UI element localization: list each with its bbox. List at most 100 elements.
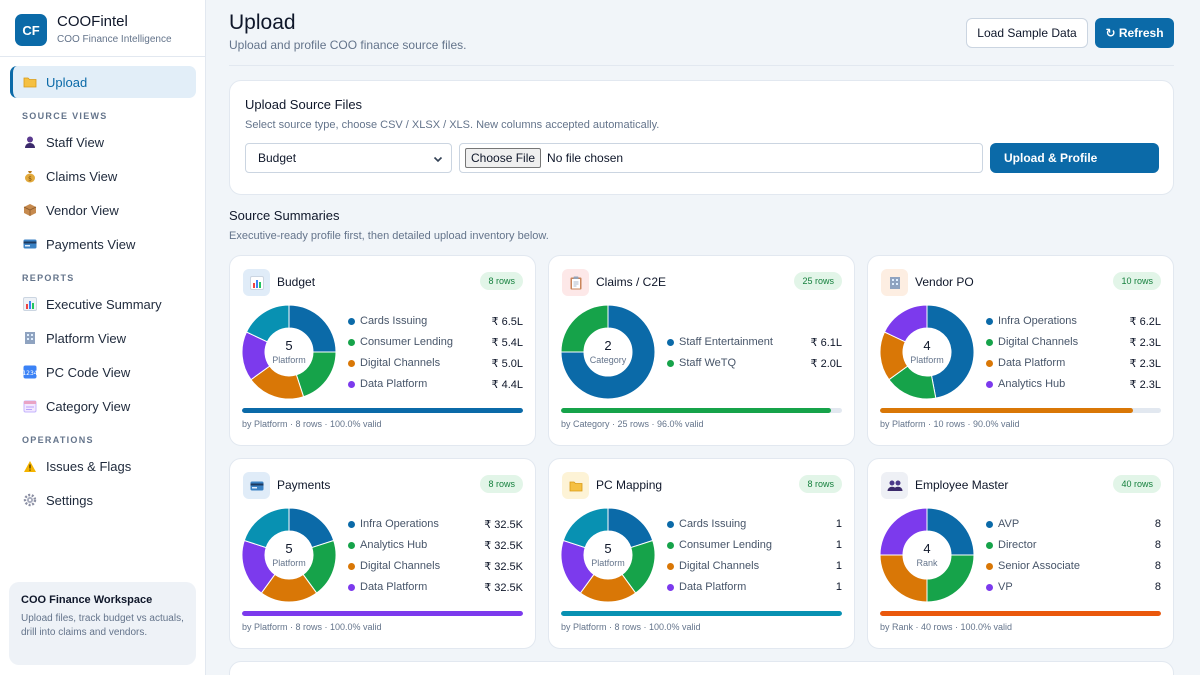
- legend-dot: [986, 318, 993, 325]
- validity-bar-fill: [561, 408, 831, 413]
- summary-card-budget[interactable]: Budget 8 rows 5 Platform Cards Issuing ₹…: [229, 255, 536, 446]
- legend-dot: [986, 381, 993, 388]
- sidebar-item-executive-summary[interactable]: Executive Summary: [10, 288, 196, 320]
- rows-badge: 10 rows: [1113, 272, 1161, 290]
- choose-file-button[interactable]: Choose File: [465, 148, 542, 168]
- legend-item: Consumer Lending 1: [667, 538, 842, 554]
- summary-card-payments[interactable]: Payments 8 rows 5 Platform Infra Operati…: [229, 458, 536, 649]
- card-footer: by Platform · 10 rows · 90.0% valid: [880, 419, 1020, 429]
- upload-title: Upload Source Files: [245, 97, 363, 112]
- sidebar-item-settings[interactable]: Settings: [10, 484, 196, 516]
- legend-item: Digital Channels 1: [667, 559, 842, 575]
- validity-bar: [561, 611, 842, 616]
- summary-card-claims-c2e[interactable]: Claims / C2E 25 rows 2 Category Staff En…: [548, 255, 855, 446]
- legend-label: Digital Channels: [679, 560, 760, 572]
- legend-value: ₹ 2.0L: [810, 358, 842, 370]
- workspace-title: COO Finance Workspace: [21, 594, 153, 606]
- legend-label: Staff Entertainment: [679, 336, 773, 348]
- upload-profile-button[interactable]: Upload & Profile: [990, 143, 1159, 173]
- sidebar-item-label: Platform View: [46, 330, 126, 346]
- legend-label: Data Platform: [998, 357, 1066, 369]
- legend-value: 8: [1154, 560, 1161, 572]
- donut-center-label: Platform: [910, 355, 944, 365]
- legend-item: Consumer Lending ₹ 5.4L: [348, 335, 523, 351]
- sidebar-item-claims-view[interactable]: $ Claims View: [10, 160, 196, 192]
- legend-value: ₹ 32.5K: [484, 561, 523, 573]
- donut-center-label: Platform: [591, 558, 625, 568]
- summary-card-vendor-po[interactable]: Vendor PO 10 rows 4 Platform Infra Opera…: [867, 255, 1174, 446]
- legend-value: 1: [835, 581, 842, 593]
- legend-item: Staff WeTQ ₹ 2.0L: [667, 356, 842, 372]
- sidebar-item-category-view[interactable]: Category View: [10, 390, 196, 422]
- legend-item: Data Platform ₹ 32.5K: [348, 580, 523, 596]
- summaries-title: Source Summaries: [229, 208, 340, 223]
- sidebar-item-label: Category View: [46, 398, 131, 414]
- source-type-select[interactable]: Budget: [245, 143, 452, 173]
- load-sample-data-button[interactable]: Load Sample Data: [966, 18, 1088, 48]
- refresh-button[interactable]: ↻ Refresh: [1095, 18, 1174, 48]
- legend-value: ₹ 2.3L: [1129, 358, 1161, 370]
- building-icon: [881, 269, 908, 296]
- legend-value: ₹ 5.4L: [491, 337, 523, 349]
- bar-chart-icon: [243, 269, 270, 296]
- legend-dot: [348, 563, 355, 570]
- credit-card-icon: [22, 236, 38, 252]
- legend-value: ₹ 5.0L: [491, 358, 523, 370]
- legend-dot: [986, 584, 993, 591]
- legend-item: AVP 8: [986, 517, 1161, 533]
- folder-icon: [562, 472, 589, 499]
- legend-value: ₹ 6.5L: [491, 316, 523, 328]
- validity-bar: [880, 408, 1161, 413]
- sidebar-item-payments-view[interactable]: Payments View: [10, 228, 196, 260]
- sidebar-item-issues-flags[interactable]: Issues & Flags: [10, 450, 196, 482]
- card-footer: by Platform · 8 rows · 100.0% valid: [242, 622, 382, 632]
- legend-value: 8: [1154, 539, 1161, 551]
- validity-bar-fill: [242, 408, 523, 413]
- sidebar-item-upload[interactable]: Upload: [10, 66, 196, 98]
- validity-bar-fill: [561, 611, 842, 616]
- bar-chart-icon: [22, 296, 38, 312]
- chevron-down-icon: [433, 153, 443, 167]
- legend-dot: [348, 360, 355, 367]
- legend-label: Analytics Hub: [998, 378, 1066, 390]
- donut-center-label: Rank: [916, 558, 938, 568]
- legend-label: Digital Channels: [998, 336, 1079, 348]
- legend-item: Director 8: [986, 538, 1161, 554]
- card-footer: by Platform · 8 rows · 100.0% valid: [242, 419, 382, 429]
- legend-label: Consumer Lending: [360, 336, 453, 348]
- summary-card-employee-master[interactable]: Employee Master 40 rows 4 Rank AVP 8 Dir…: [867, 458, 1174, 649]
- legend-dot: [667, 360, 674, 367]
- sidebar-item-platform-view[interactable]: Platform View: [10, 322, 196, 354]
- sidebar-item-pc-code-view[interactable]: 1234 PC Code View: [10, 356, 196, 388]
- brand[interactable]: CF COOFintel COO Finance Intelligence: [15, 13, 172, 47]
- legend-label: Infra Operations: [998, 315, 1077, 327]
- legend-label: Senior Associate: [998, 560, 1080, 572]
- legend-value: ₹ 6.2L: [1129, 316, 1161, 328]
- summary-card-pc-mapping[interactable]: PC Mapping 8 rows 5 Platform Cards Issui…: [548, 458, 855, 649]
- legend-item: Data Platform ₹ 2.3L: [986, 356, 1161, 372]
- legend-item: Analytics Hub ₹ 2.3L: [986, 377, 1161, 393]
- section-reports: REPORTS: [22, 273, 75, 283]
- legend-dot: [667, 542, 674, 549]
- legend-value: ₹ 32.5K: [484, 519, 523, 531]
- warning-icon: [22, 458, 38, 474]
- sidebar-item-vendor-view[interactable]: Vendor View: [10, 194, 196, 226]
- validity-bar: [242, 611, 523, 616]
- validity-bar: [880, 611, 1161, 616]
- legend-value: ₹ 32.5K: [484, 582, 523, 594]
- rows-badge: 25 rows: [794, 272, 842, 290]
- donut-chart: [561, 508, 655, 602]
- package-icon: [22, 202, 38, 218]
- legend-dot: [348, 381, 355, 388]
- file-input[interactable]: Choose File No file chosen: [459, 143, 983, 173]
- legend-item: Senior Associate 8: [986, 559, 1161, 575]
- legend-label: Analytics Hub: [360, 539, 428, 551]
- card-title: Payments: [277, 478, 331, 492]
- validity-bar-fill: [880, 408, 1133, 413]
- legend-value: 8: [1154, 581, 1161, 593]
- legend-label: Cards Issuing: [679, 518, 747, 530]
- brand-subtitle: COO Finance Intelligence: [57, 34, 172, 45]
- sidebar-item-staff-view[interactable]: Staff View: [10, 126, 196, 158]
- card-footer: by Rank · 40 rows · 100.0% valid: [880, 622, 1013, 632]
- card-title: Budget: [277, 275, 316, 289]
